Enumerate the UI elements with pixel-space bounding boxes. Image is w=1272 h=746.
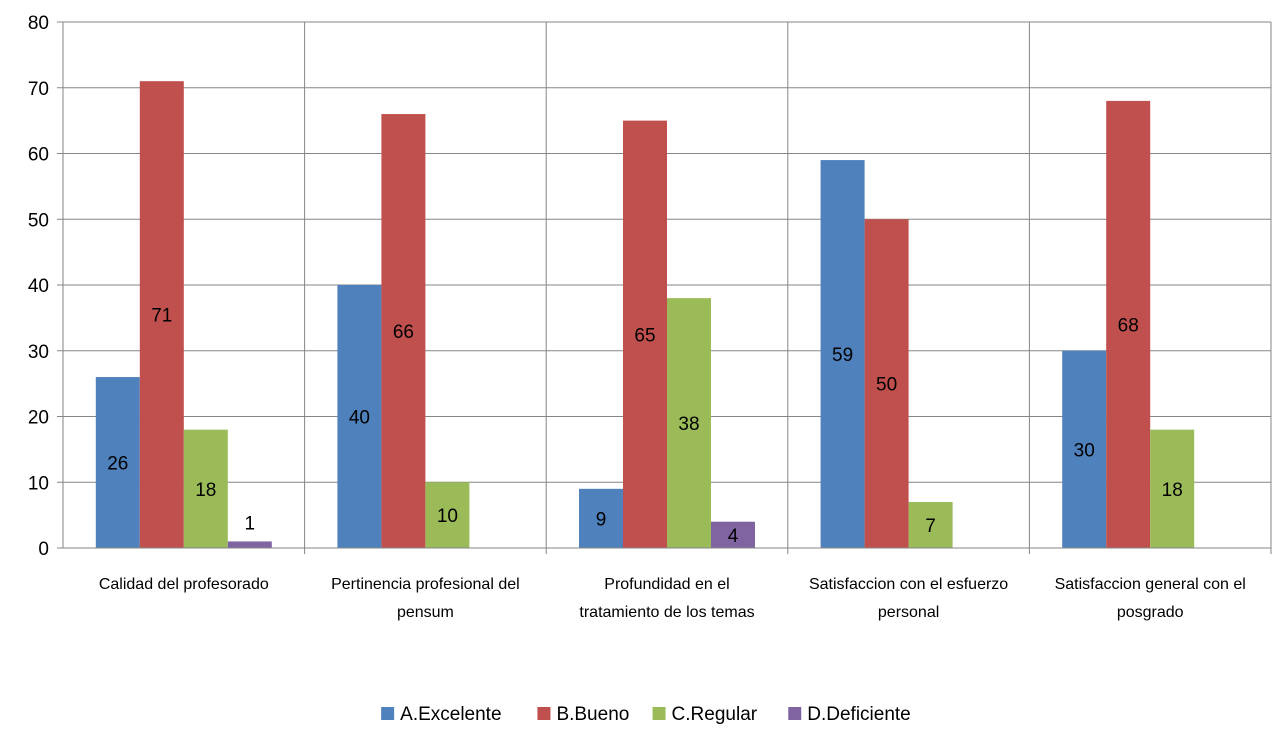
bar [1150, 429, 1195, 548]
bar [337, 285, 382, 548]
data-labels: 26 71 18 1 40 66 10 9 65 38 4 59 50 7 30 68 18 [107, 306, 1183, 547]
data-label: 7 [925, 516, 936, 537]
legend-label: D.Deficiente [807, 704, 911, 725]
category-label: Profundidad en el [604, 576, 729, 593]
data-label: 4 [728, 526, 739, 547]
data-label: 18 [1162, 480, 1183, 501]
category-label: Satisfaccion general con el [1055, 576, 1246, 593]
category-label: Calidad del profesorado [99, 576, 269, 593]
axes: 0 10 20 30 40 50 60 70 80 Calidad del profesorado… [28, 13, 1271, 621]
data-label: 18 [195, 480, 216, 501]
bars [95, 81, 1195, 549]
bar [579, 488, 623, 548]
legend-label: C.Regular [672, 704, 758, 725]
bar [381, 114, 426, 549]
data-label: 68 [1118, 315, 1139, 336]
y-tick-label: 70 [28, 79, 49, 100]
legend-swatch [788, 707, 802, 720]
data-label: 10 [437, 506, 458, 527]
bar [667, 298, 711, 548]
y-tick-label: 60 [28, 145, 49, 166]
bar [711, 521, 755, 548]
y-tick-label: 0 [38, 539, 49, 560]
data-label: 66 [393, 322, 414, 343]
legend-swatch [537, 707, 551, 720]
data-label: 30 [1074, 440, 1095, 461]
data-label: 38 [678, 414, 699, 435]
category-label: posgrado [1117, 604, 1184, 621]
y-tick-label: 50 [28, 210, 49, 231]
legend-label: B.Bueno [556, 704, 629, 725]
bar [1062, 350, 1107, 548]
data-label: 9 [596, 509, 607, 530]
data-label: 1 [245, 513, 256, 534]
category-label: Pertinencia profesional del [331, 576, 520, 593]
data-label: 71 [151, 306, 172, 327]
data-label: 65 [634, 325, 655, 346]
category-label: tratamiento de los temas [579, 604, 754, 621]
bar [183, 429, 228, 548]
y-tick-label: 10 [28, 473, 49, 494]
data-label: 50 [876, 375, 897, 396]
data-label: 26 [107, 454, 128, 475]
bar [139, 81, 184, 549]
bar [1106, 100, 1151, 549]
bar [95, 377, 140, 548]
bar [908, 501, 953, 548]
bar [623, 120, 667, 548]
category-label: pensum [397, 604, 454, 621]
data-label: 40 [349, 408, 370, 429]
y-tick-label: 40 [28, 276, 49, 297]
legend-label: A.Excelente [400, 704, 501, 725]
legend-swatch [381, 707, 395, 720]
y-tick-label: 80 [28, 13, 49, 34]
y-tick-label: 30 [28, 342, 49, 363]
legend-swatch [652, 707, 666, 720]
bar [425, 482, 470, 548]
bar [227, 541, 272, 548]
legend: A.Excelente B.Bueno C.Regular D.Deficiente [381, 704, 911, 725]
category-label: Satisfaccion con el esfuerzo [809, 576, 1008, 593]
bar [820, 160, 865, 548]
y-tick-label: 20 [28, 408, 49, 429]
bar [864, 219, 909, 548]
data-label: 59 [832, 345, 853, 366]
category-label: personal [878, 604, 939, 621]
